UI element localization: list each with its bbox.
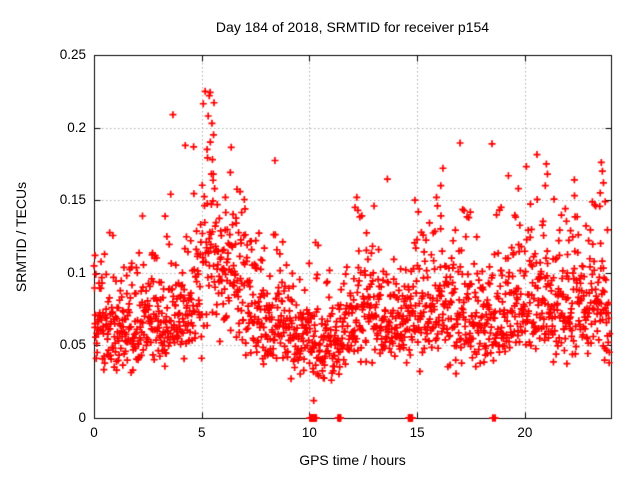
y-tick-label: 0.25: [59, 47, 86, 62]
y-tick-label: 0.1: [67, 264, 86, 280]
chart-title: Day 184 of 2018, SRMTID for receiver p15…: [215, 19, 490, 35]
x-tick-label: 15: [409, 425, 425, 440]
x-tick-label: 0: [90, 425, 98, 440]
y-axis-label: SRMTID / TECUs: [13, 181, 29, 293]
y-tick-label: 0.2: [67, 119, 86, 135]
x-axis-label: GPS time / hours: [299, 452, 406, 468]
y-tick-label: 0.05: [59, 337, 86, 353]
x-tick-label: 10: [301, 425, 317, 440]
x-tick-label: 20: [517, 425, 533, 440]
y-tick-label: 0: [78, 410, 86, 425]
y-tick-label: 0.15: [59, 192, 86, 208]
x-tick-label: 5: [197, 425, 206, 440]
